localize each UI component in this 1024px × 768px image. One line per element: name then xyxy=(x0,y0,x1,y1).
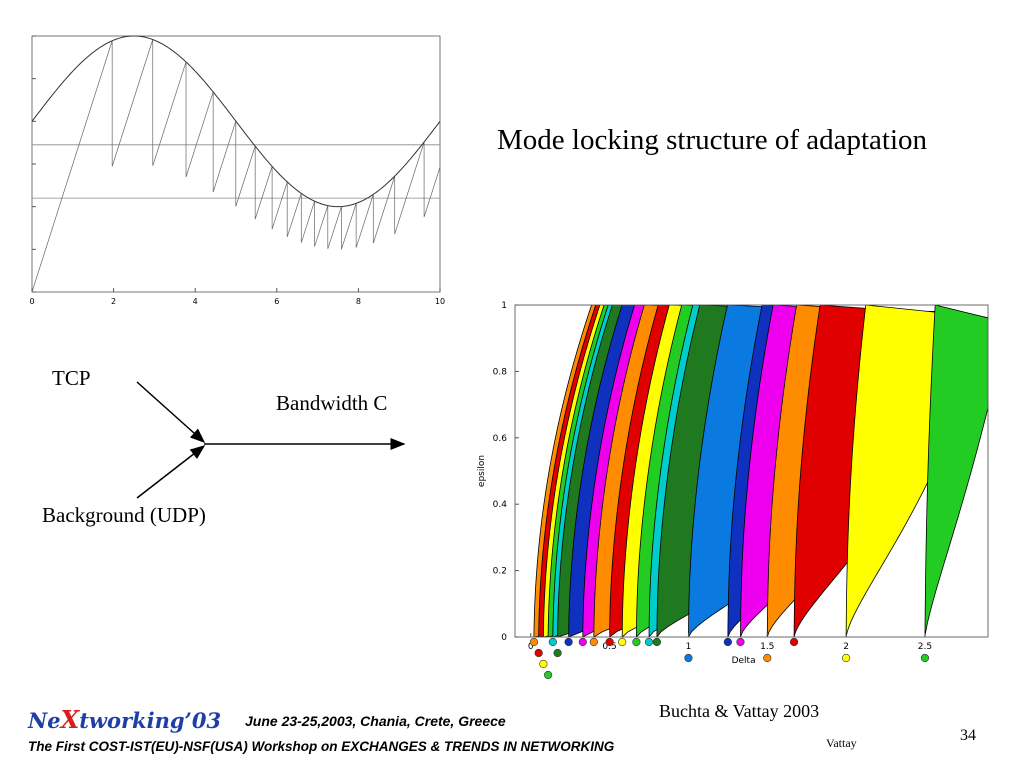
udp-label: Background (UDP) xyxy=(42,503,206,527)
logo-text-post: tworking’03 xyxy=(79,708,222,733)
y-tick-label: 0.2 xyxy=(493,567,507,577)
sawtooth-capacity-chart: 02468100123456 xyxy=(29,35,445,306)
nextworking-logo: NeXtworking’03 xyxy=(28,705,221,734)
x-tick-label: 2 xyxy=(843,642,849,652)
tongue-marker xyxy=(534,648,543,658)
y-tick-label: 1 xyxy=(501,301,507,311)
x-tick-label: 4 xyxy=(193,297,198,306)
x-tick-label: 1.5 xyxy=(760,642,774,652)
footer-author: Vattay xyxy=(826,736,857,750)
y-tick-label: 0.8 xyxy=(493,367,508,377)
tongue-marker xyxy=(736,637,745,647)
tongue-marker xyxy=(723,637,732,647)
logo-x: X xyxy=(60,705,80,734)
tongue-marker xyxy=(644,637,654,647)
plot-frame-top xyxy=(514,304,989,638)
x-tick-label: 1 xyxy=(686,642,692,652)
tongue-marker xyxy=(618,637,627,647)
y-tick-label: 0.6 xyxy=(493,434,508,444)
tongue-marker xyxy=(632,637,641,647)
x-tick-label: 0.5 xyxy=(602,642,616,652)
tongue-marker xyxy=(553,648,562,658)
x-tick-label: 6 xyxy=(274,297,279,306)
footer-workshop: The First COST-IST(EU)-NSF(USA) Workshop… xyxy=(28,739,615,754)
x-axis-label: Delta xyxy=(732,656,756,666)
tongue-marker xyxy=(920,653,930,663)
sawtooth-series xyxy=(31,39,441,293)
x-tick-label: 0 xyxy=(29,297,34,306)
mode-locking-chart: 0 0.2 0.4 0.6 0.8 1 0 0.5 1 1.5 2 2.5 Delta epsilon xyxy=(477,301,989,680)
tongue-marker xyxy=(544,670,553,680)
logo-text-pre: Ne xyxy=(28,708,61,733)
mode-locking-tongue xyxy=(924,305,988,637)
tcp-arrow xyxy=(136,381,206,444)
tongue-marker xyxy=(652,637,661,647)
page-number: 34 xyxy=(960,727,976,744)
x-tick-label: 8 xyxy=(356,297,361,306)
flow-diagram xyxy=(136,381,406,499)
tongue-marker xyxy=(789,637,799,647)
bandwidth-label: Bandwidth C xyxy=(276,391,388,415)
tongue-marker xyxy=(529,637,539,647)
tongue-marker xyxy=(763,653,772,663)
tongue-marker xyxy=(605,637,614,647)
y-tick-label: 0 xyxy=(501,633,507,643)
capacity-sine-series xyxy=(31,35,441,208)
footer-date-place: June 23-25,2003, Chania, Crete, Greece xyxy=(245,713,506,729)
x-tick-label: 0 xyxy=(528,642,534,652)
tongue-marker xyxy=(684,653,693,663)
tongue-marker xyxy=(539,659,548,669)
citation: Buchta & Vattay 2003 xyxy=(659,701,820,721)
tcp-label: TCP xyxy=(52,366,91,390)
x-tick-label: 2 xyxy=(111,297,116,306)
udp-arrow xyxy=(136,445,206,499)
y-axis-label: epsilon xyxy=(477,455,487,487)
tongue-marker xyxy=(548,637,557,647)
y-tick-label: 0.4 xyxy=(493,500,508,510)
x-tick-label: 10 xyxy=(435,297,445,306)
tongue-marker xyxy=(589,637,598,647)
tongue-marker xyxy=(578,637,587,647)
x-tick-label: 2.5 xyxy=(918,642,932,652)
tongue-marker xyxy=(842,653,851,663)
slide-title: Mode locking structure of adaptation xyxy=(497,124,928,156)
tongue-marker xyxy=(564,637,573,647)
